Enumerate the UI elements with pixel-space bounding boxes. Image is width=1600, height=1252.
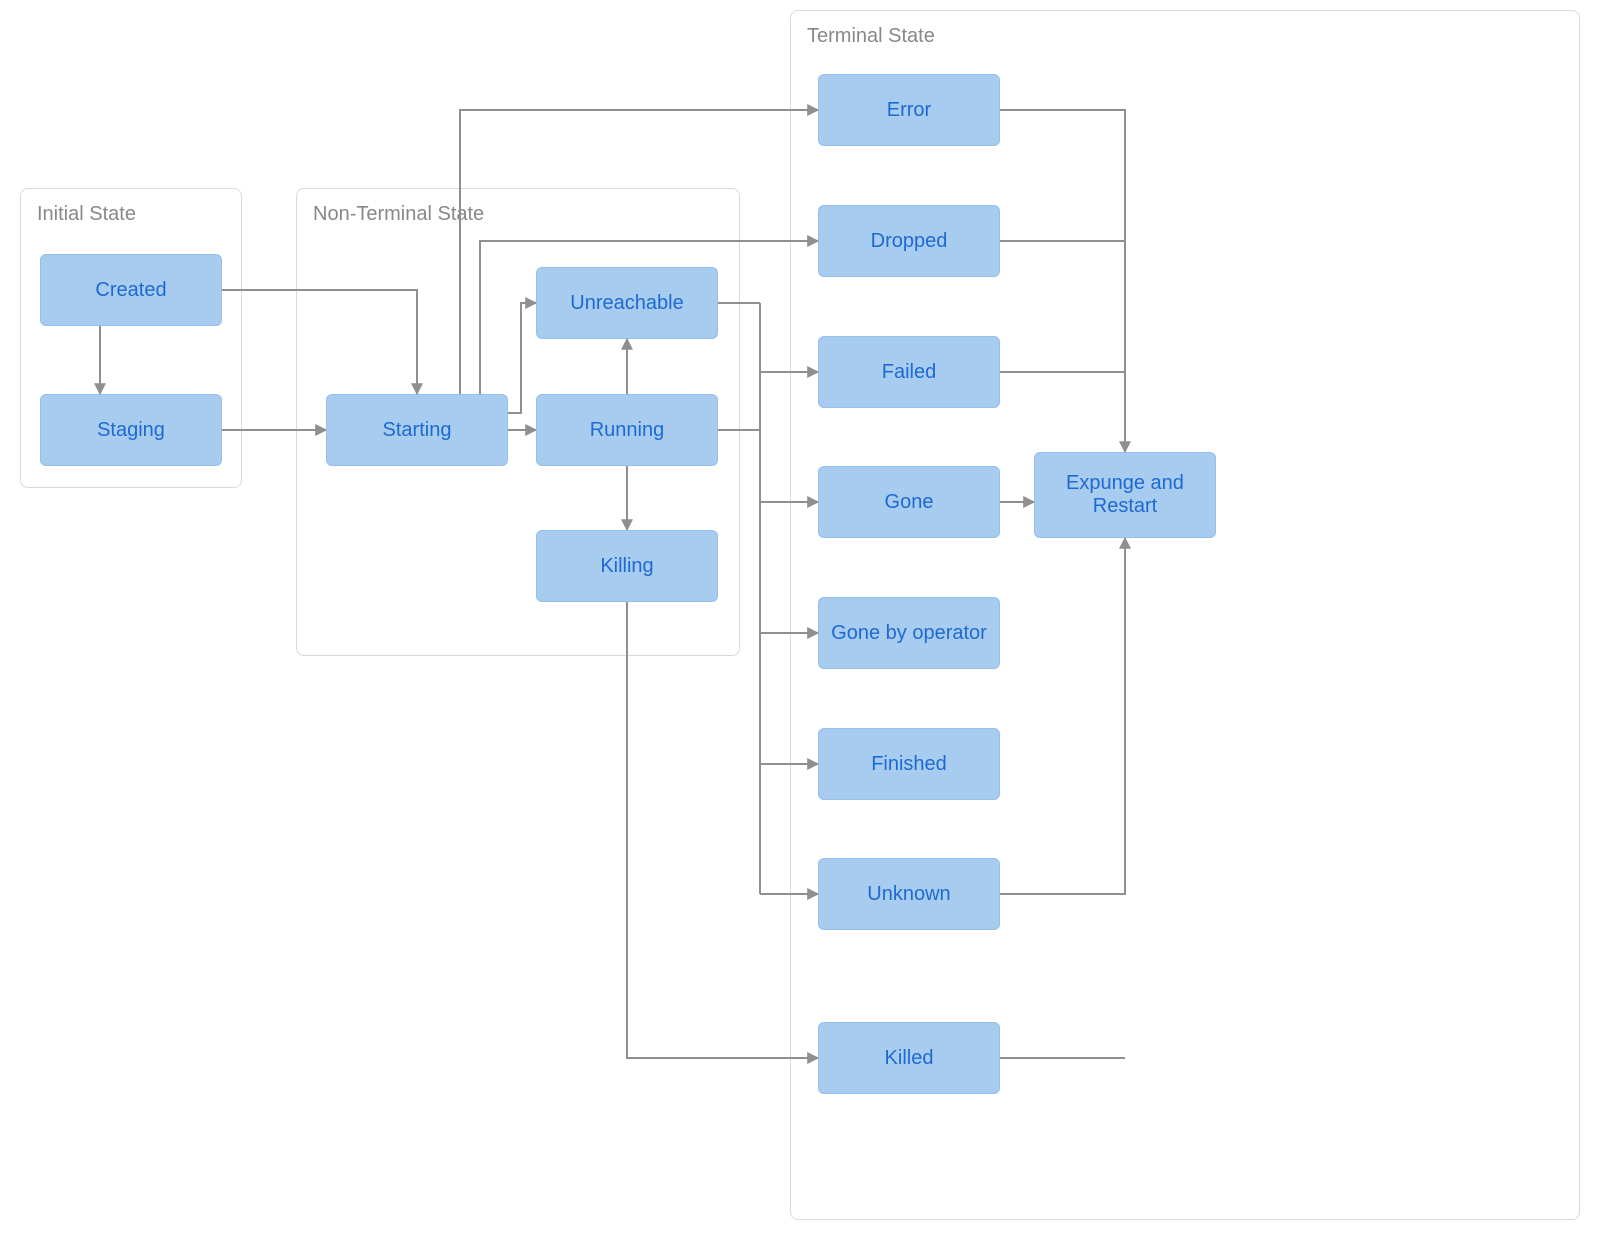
node-finished: Finished xyxy=(818,728,1000,800)
node-expunge: Expunge and Restart xyxy=(1034,452,1216,538)
node-goneop: Gone by operator xyxy=(818,597,1000,669)
node-failed: Failed xyxy=(818,336,1000,408)
edge-e-unknown-expunge xyxy=(1000,538,1125,894)
node-created: Created xyxy=(40,254,222,326)
node-killed: Killed xyxy=(818,1022,1000,1094)
node-killing: Killing xyxy=(536,530,718,602)
edge-e-killing-killed xyxy=(627,602,818,1058)
edge-e-starting-error xyxy=(460,110,818,394)
edges-layer xyxy=(0,0,1600,1252)
edge-e-created-starting xyxy=(222,290,417,394)
diagram-canvas: { "type": "flowchart", "canvas": { "widt… xyxy=(0,0,1600,1252)
node-staging: Staging xyxy=(40,394,222,466)
edge-e-starting-unreach xyxy=(508,303,536,413)
node-unknown: Unknown xyxy=(818,858,1000,930)
node-error: Error xyxy=(818,74,1000,146)
node-dropped: Dropped xyxy=(818,205,1000,277)
node-running: Running xyxy=(536,394,718,466)
node-unreachable: Unreachable xyxy=(536,267,718,339)
node-gone: Gone xyxy=(818,466,1000,538)
edge-e-error-expunge xyxy=(1000,110,1125,452)
node-starting: Starting xyxy=(326,394,508,466)
